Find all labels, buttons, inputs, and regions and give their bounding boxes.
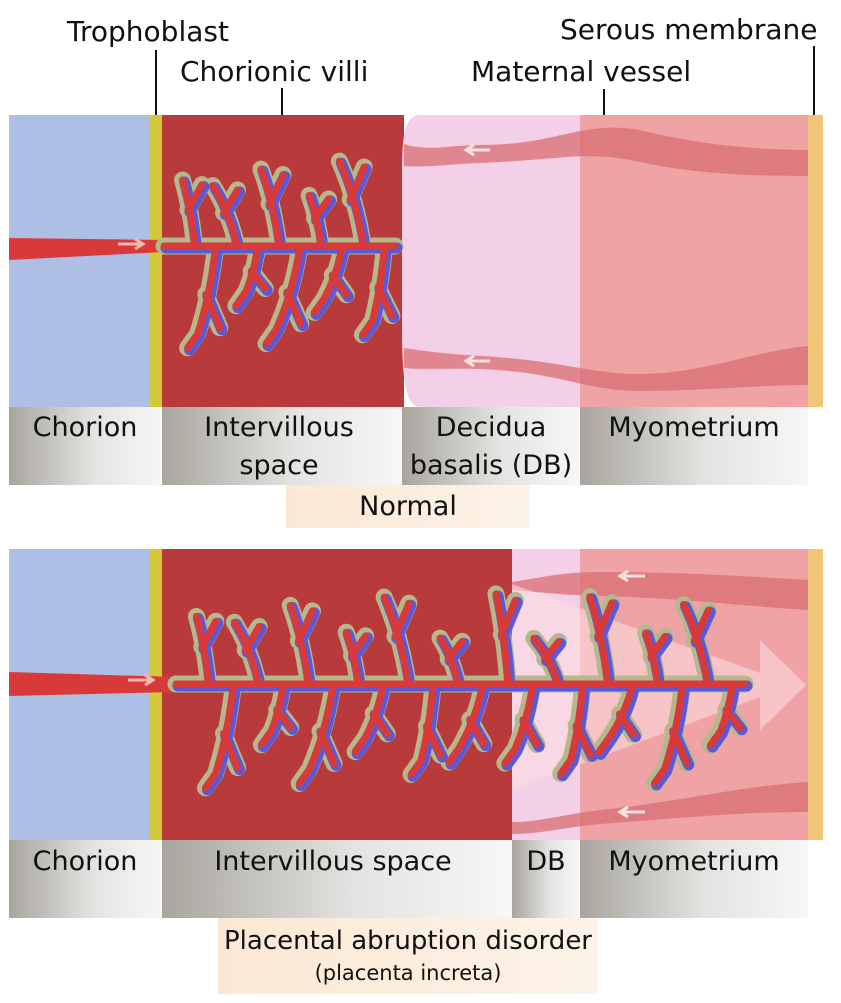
arrow-lower-abruption xyxy=(617,805,645,819)
label-bg-db xyxy=(512,840,580,918)
arrow-fetal-normal xyxy=(118,237,146,251)
maternal-vessel-lower xyxy=(512,782,808,834)
label-maternal-vessel: Maternal vessel xyxy=(471,55,691,88)
caption-normal: Normal xyxy=(359,491,457,522)
label-bg-myometrium xyxy=(580,407,808,485)
label-bg-myometrium xyxy=(580,840,808,918)
intervillous-region xyxy=(162,115,404,407)
panel-normal: Chorion Intervillous space Decidua basal… xyxy=(9,115,823,528)
label-serous-membrane: Serous membrane xyxy=(560,13,817,46)
serous-membrane-layer xyxy=(808,549,823,840)
maternal-vessel-upper xyxy=(404,127,808,176)
caption-abruption-subtitle: (placenta increta) xyxy=(315,961,502,985)
villus-core xyxy=(160,157,399,352)
label-chorionic-villi: Chorionic villi xyxy=(180,55,368,88)
region-label-chorion: Chorion xyxy=(33,412,138,443)
arrow-upper-abruption xyxy=(617,569,645,583)
region-label-db: DB xyxy=(526,846,565,877)
label-bg-intervillous xyxy=(162,407,402,485)
trophoblast-layer xyxy=(150,115,162,407)
maternal-vessel-lower xyxy=(404,346,808,391)
decidua-basalis-region xyxy=(402,115,580,407)
arrow-fetal-abruption xyxy=(128,673,156,687)
region-label-myometrium: Myometrium xyxy=(608,412,779,443)
serous-membrane-layer xyxy=(808,115,823,407)
arrow-lower-normal xyxy=(463,354,490,368)
caption-abruption-title: Placental abruption disorder xyxy=(224,926,592,956)
label-trophoblast: Trophoblast xyxy=(66,15,229,48)
region-label-chorion: Chorion xyxy=(33,846,138,877)
villus-core xyxy=(172,590,749,792)
panel-abruption: Chorion Intervillous space DB Myometrium… xyxy=(9,549,823,994)
label-bg-chorion xyxy=(9,407,162,485)
region-label-intervillous-2: space xyxy=(239,450,318,481)
region-label-decidua-2: basalis (DB) xyxy=(410,450,572,481)
chorion-region xyxy=(9,115,152,407)
caption-bg-normal xyxy=(286,485,530,528)
label-bg-decidua xyxy=(402,407,580,485)
arrow-upper-normal xyxy=(463,143,490,157)
chorionic-villi-tree xyxy=(167,585,754,797)
region-label-myometrium: Myometrium xyxy=(608,846,779,877)
region-label-decidua-1: Decidua xyxy=(436,412,547,443)
fetal-artery xyxy=(9,672,175,696)
region-label-intervillous: Intervillous space xyxy=(214,846,451,877)
region-label-intervillous-1: Intervillous xyxy=(204,412,354,443)
maternal-vessel-upper xyxy=(512,572,808,610)
label-bg-chorion xyxy=(9,840,162,918)
label-bg-intervillous xyxy=(162,840,512,918)
chorionic-villi-tree xyxy=(155,152,404,357)
caption-bg-abruption xyxy=(218,918,598,994)
